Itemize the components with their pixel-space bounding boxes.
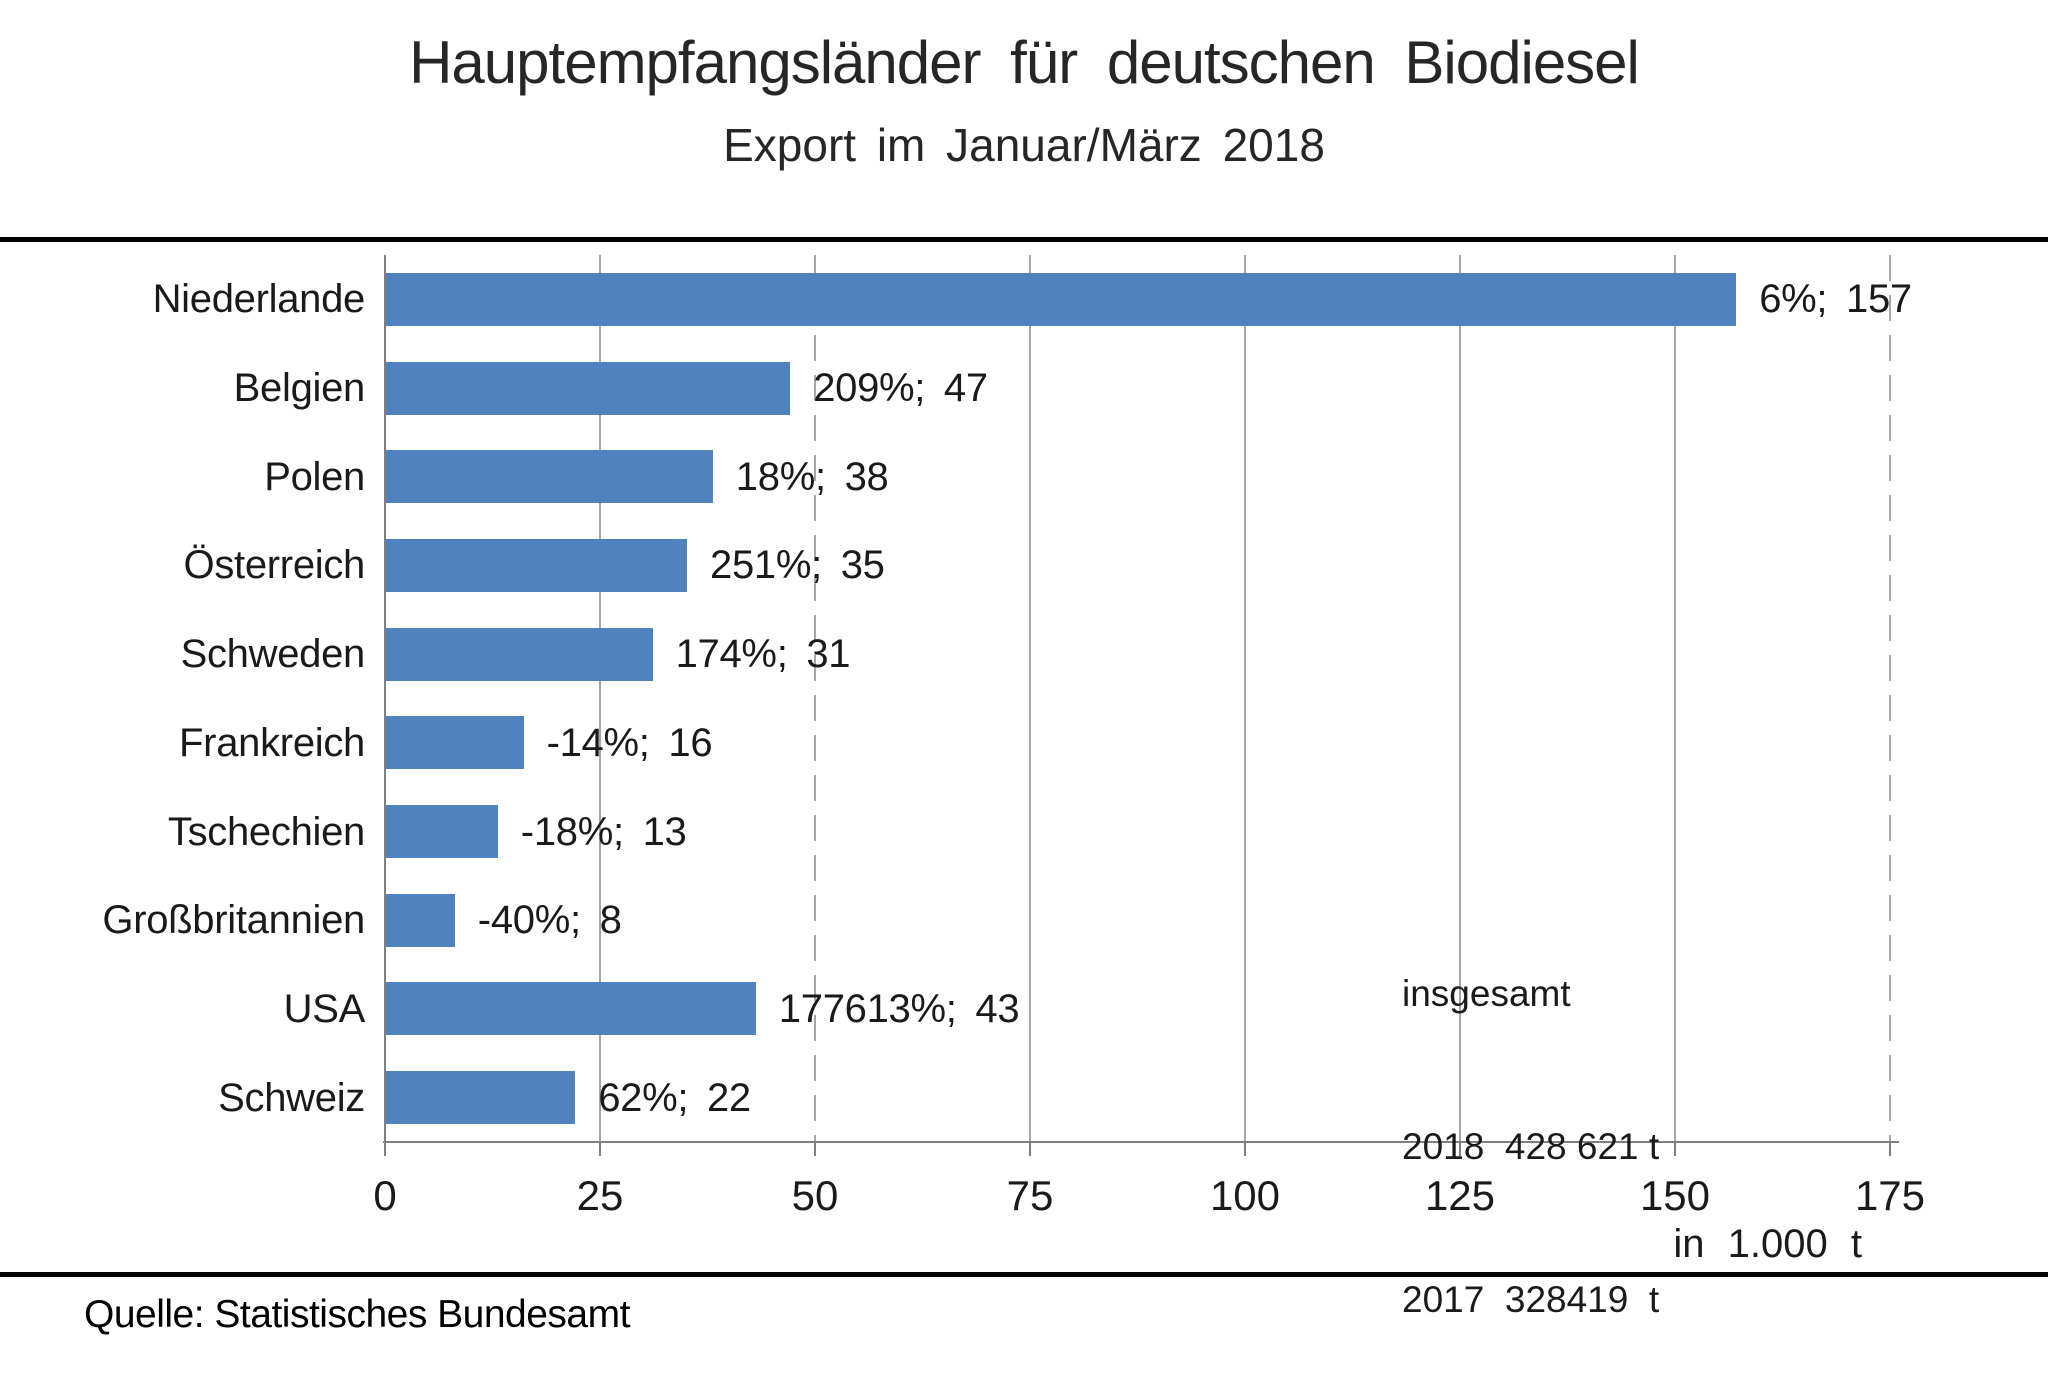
bar [386, 361, 791, 415]
category-label: Frankreich [179, 720, 365, 765]
bar [386, 538, 687, 592]
x-axis-tick-25 [599, 1142, 601, 1156]
category-label: Niederlande [152, 277, 366, 322]
x-axis-tick-150 [1674, 1142, 1676, 1156]
bar-value-label: 18%; 38 [735, 454, 889, 499]
totals-title: insgesamt [1402, 973, 1571, 1014]
y-axis-line [384, 255, 386, 1156]
chart-title: Hauptempfangsländer für deutschen Biodie… [409, 29, 1640, 96]
bottom-divider-line [0, 1272, 2048, 1277]
category-label: Tschechien [167, 809, 365, 854]
x-tick-label-75: 75 [1006, 1172, 1054, 1219]
bar-value-label: -14%; 16 [546, 720, 713, 765]
x-tick-label-150: 150 [1639, 1172, 1711, 1219]
category-label: Großbritannien [102, 898, 365, 943]
totals-2018: 2018 428 621 t [1402, 1126, 1660, 1167]
bar [386, 982, 756, 1036]
x-tick-label-50: 50 [791, 1172, 839, 1219]
x-axis-tick-50 [814, 1142, 816, 1156]
bar [386, 627, 653, 681]
gridline-100 [1244, 255, 1246, 1142]
x-tick-label-100: 100 [1209, 1172, 1281, 1219]
bar-value-label: 177613%; 43 [778, 986, 1020, 1031]
bar [386, 716, 524, 770]
x-tick-label-175: 175 [1854, 1172, 1926, 1219]
x-axis-tick-100 [1244, 1142, 1246, 1156]
x-axis-line [383, 1141, 1899, 1143]
x-tick-label-125: 125 [1424, 1172, 1496, 1219]
gridline-175 [1889, 255, 1891, 1142]
x-axis-unit-label: in 1.000 t [1673, 1222, 1862, 1266]
chart-subtitle: Export im Januar/März 2018 [723, 119, 1325, 171]
gridline-125 [1459, 255, 1461, 1142]
category-label: Österreich [183, 543, 366, 588]
category-label: USA [283, 986, 366, 1031]
x-tick-label-0: 0 [373, 1172, 397, 1219]
source-note: Quelle: Statistisches Bundesamt [84, 1293, 630, 1336]
bar [386, 272, 1737, 326]
x-axis-tick-75 [1029, 1142, 1031, 1156]
x-axis-tick-175 [1889, 1142, 1891, 1156]
totals-2017: 2017 328419 t [1402, 1279, 1660, 1320]
bar-value-label: -18%; 13 [520, 809, 687, 854]
top-divider-line [0, 237, 2048, 242]
bar [386, 805, 498, 859]
bar [386, 1071, 576, 1125]
x-tick-label-25: 25 [576, 1172, 624, 1219]
bar-value-label: 6%; 157 [1759, 277, 1912, 322]
bar [386, 893, 455, 947]
gridline-50 [814, 255, 816, 1142]
gridline-75 [1029, 255, 1031, 1142]
bar-value-label: 62%; 22 [598, 1075, 751, 1120]
totals-annotation: insgesamt 2018 428 621 t 2017 328419 t [1402, 866, 1659, 1376]
category-label: Schweden [180, 632, 366, 677]
bar-value-label: 209%; 47 [813, 366, 988, 411]
bar-value-label: 174%; 31 [675, 632, 851, 677]
bar [386, 450, 713, 504]
x-axis-tick-125 [1459, 1142, 1461, 1156]
bar-value-label: 251%; 35 [710, 543, 885, 588]
gridline-150 [1674, 255, 1676, 1142]
category-label: Belgien [233, 366, 366, 411]
gridline-25 [599, 255, 601, 1142]
bar-value-label: -40%; 8 [477, 898, 622, 943]
category-label: Polen [264, 454, 365, 499]
category-label: Schweiz [218, 1075, 365, 1120]
